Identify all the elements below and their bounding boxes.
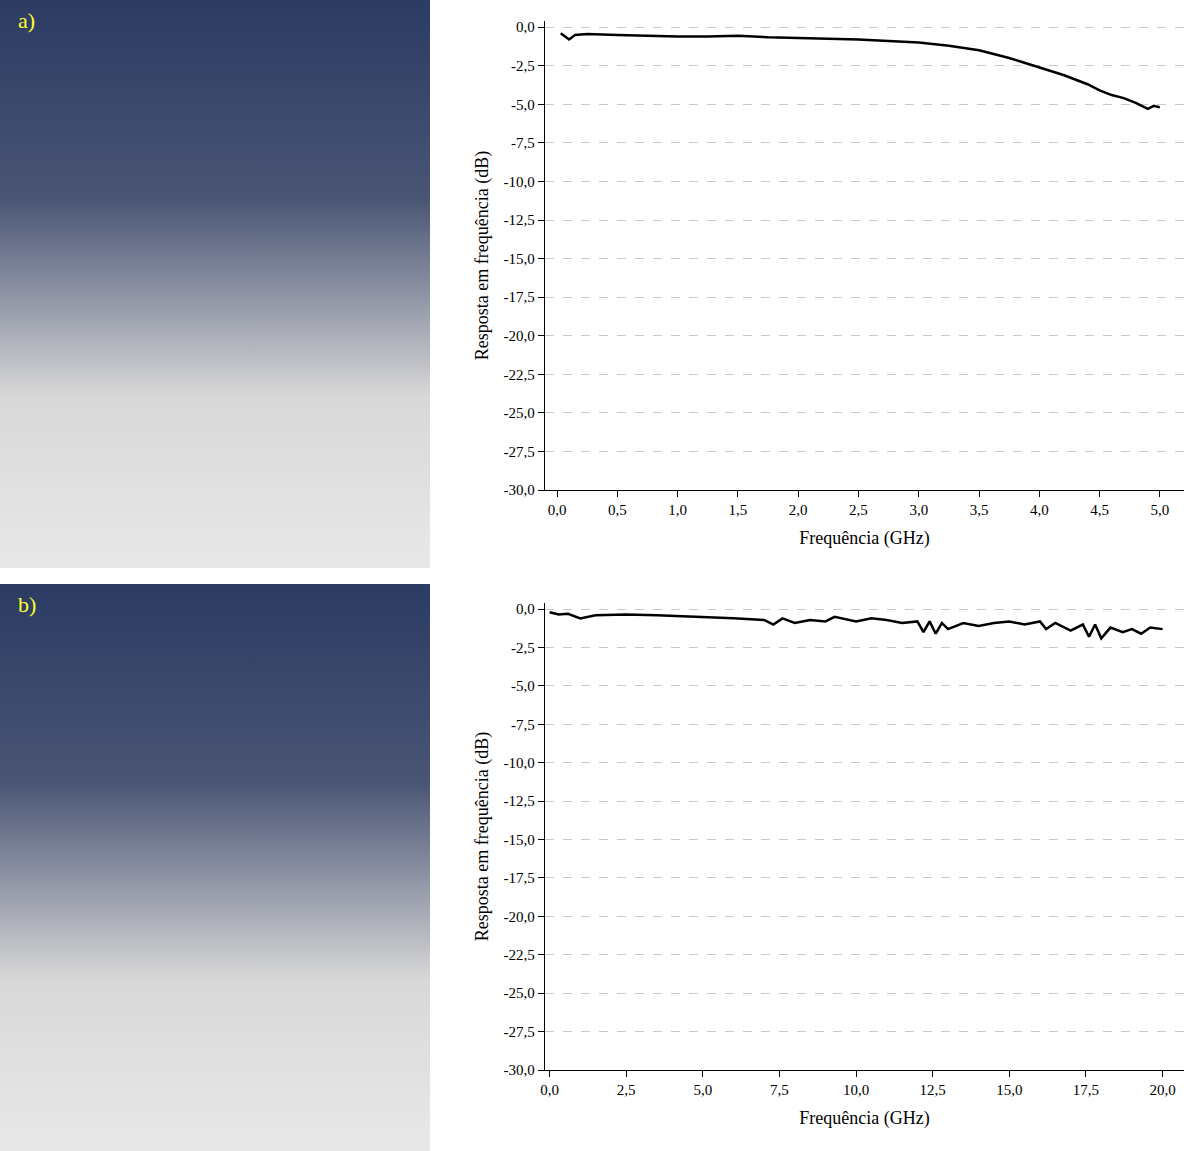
svg-text:Frequência (GHz): Frequência (GHz) bbox=[799, 528, 929, 549]
svg-text:0,0: 0,0 bbox=[516, 19, 535, 35]
svg-text:5,0: 5,0 bbox=[693, 1082, 712, 1098]
svg-text:1,0: 1,0 bbox=[668, 502, 687, 518]
svg-text:4,0: 4,0 bbox=[1030, 502, 1049, 518]
svg-text:0,0: 0,0 bbox=[516, 601, 535, 617]
svg-text:-2,5: -2,5 bbox=[511, 58, 535, 74]
svg-text:5,0: 5,0 bbox=[1151, 502, 1170, 518]
svg-text:4,5: 4,5 bbox=[1090, 502, 1109, 518]
svg-text:10,0: 10,0 bbox=[843, 1082, 869, 1098]
svg-text:0,0: 0,0 bbox=[548, 502, 567, 518]
svg-text:-15,0: -15,0 bbox=[504, 251, 535, 267]
svg-text:1,5: 1,5 bbox=[729, 502, 748, 518]
svg-text:15,0: 15,0 bbox=[996, 1082, 1022, 1098]
svg-text:-20,0: -20,0 bbox=[504, 909, 535, 925]
svg-text:-30,0: -30,0 bbox=[504, 482, 535, 498]
svg-text:-20,0: -20,0 bbox=[504, 328, 535, 344]
svg-text:-15,0: -15,0 bbox=[504, 832, 535, 848]
svg-text:-10,0: -10,0 bbox=[504, 174, 535, 190]
svg-text:-17,5: -17,5 bbox=[504, 870, 535, 886]
svg-text:-5,0: -5,0 bbox=[511, 678, 535, 694]
svg-text:17,5: 17,5 bbox=[1073, 1082, 1099, 1098]
svg-text:Resposta em frequência (dB): Resposta em frequência (dB) bbox=[472, 732, 493, 941]
svg-text:-12,5: -12,5 bbox=[504, 212, 535, 228]
svg-text:Resposta em frequência (dB): Resposta em frequência (dB) bbox=[472, 151, 493, 360]
svg-text:-27,5: -27,5 bbox=[504, 1024, 535, 1040]
svg-text:0,0: 0,0 bbox=[540, 1082, 559, 1098]
svg-text:-5,0: -5,0 bbox=[511, 97, 535, 113]
svg-text:2,5: 2,5 bbox=[849, 502, 868, 518]
svg-text:7,5: 7,5 bbox=[770, 1082, 789, 1098]
svg-text:0,5: 0,5 bbox=[608, 502, 627, 518]
svg-text:-22,5: -22,5 bbox=[504, 947, 535, 963]
svg-text:-7,5: -7,5 bbox=[511, 717, 535, 733]
svg-text:-30,0: -30,0 bbox=[504, 1062, 535, 1078]
svg-text:-27,5: -27,5 bbox=[504, 444, 535, 460]
svg-text:-7,5: -7,5 bbox=[511, 135, 535, 151]
html-text:a): a) bbox=[18, 8, 36, 33]
svg-text:-25,0: -25,0 bbox=[504, 985, 535, 1001]
svg-text:20,0: 20,0 bbox=[1149, 1082, 1175, 1098]
svg-text:-17,5: -17,5 bbox=[504, 289, 535, 305]
svg-text:2,5: 2,5 bbox=[617, 1082, 636, 1098]
svg-text:-22,5: -22,5 bbox=[504, 367, 535, 383]
html-text:b): b) bbox=[18, 592, 37, 617]
svg-text:12,5: 12,5 bbox=[920, 1082, 946, 1098]
svg-text:Frequência (GHz): Frequência (GHz) bbox=[799, 1108, 929, 1129]
svg-text:-10,0: -10,0 bbox=[504, 755, 535, 771]
svg-text:-2,5: -2,5 bbox=[511, 640, 535, 656]
svg-text:-12,5: -12,5 bbox=[504, 793, 535, 809]
svg-text:-25,0: -25,0 bbox=[504, 405, 535, 421]
svg-text:2,0: 2,0 bbox=[789, 502, 808, 518]
svg-text:3,0: 3,0 bbox=[909, 502, 928, 518]
svg-text:3,5: 3,5 bbox=[970, 502, 989, 518]
